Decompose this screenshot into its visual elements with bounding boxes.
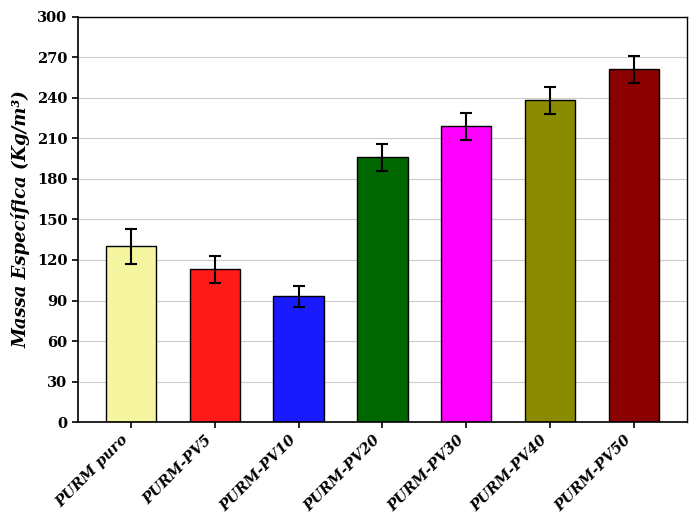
Bar [441, 126, 491, 422]
Bar [609, 69, 659, 422]
Bar [357, 157, 408, 422]
Bar [190, 269, 240, 422]
Bar [525, 100, 575, 422]
Bar [274, 297, 324, 422]
Bar [105, 246, 156, 422]
Y-axis label: Massa Específica (Kg/m³): Massa Específica (Kg/m³) [11, 90, 30, 348]
